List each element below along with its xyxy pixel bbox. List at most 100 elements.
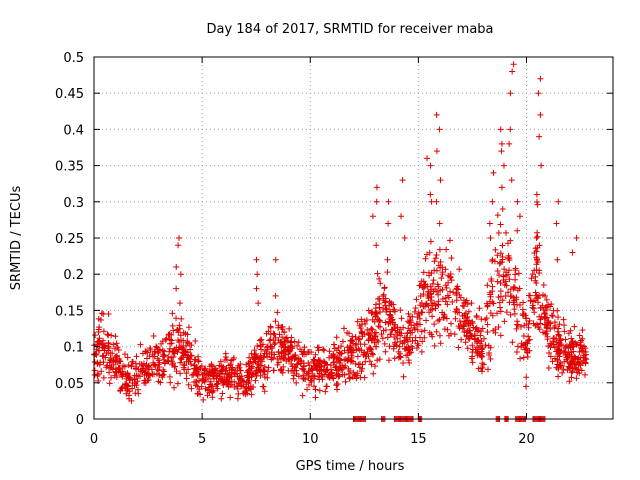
data-point <box>366 358 373 365</box>
data-point <box>209 394 216 401</box>
data-point <box>381 340 388 347</box>
data-point <box>433 328 440 335</box>
data-point <box>196 377 203 384</box>
data-point <box>458 336 465 343</box>
data-point <box>110 361 117 368</box>
data-point <box>158 340 165 347</box>
data-point <box>372 313 379 320</box>
data-point <box>347 358 354 365</box>
data-point <box>420 269 427 276</box>
data-point <box>93 351 100 358</box>
data-point <box>106 380 113 387</box>
data-point <box>178 315 185 322</box>
data-point <box>254 271 261 278</box>
data-point <box>576 332 583 339</box>
data-point <box>342 356 349 363</box>
y-tick-label: 0.1 <box>63 341 84 356</box>
data-point <box>404 338 411 345</box>
data-point <box>281 354 288 361</box>
data-point <box>295 339 302 346</box>
data-point <box>96 347 103 354</box>
data-point <box>461 328 468 335</box>
data-point <box>240 390 247 397</box>
data-point <box>359 361 366 368</box>
data-point <box>129 358 136 365</box>
data-point <box>471 332 478 339</box>
data-point <box>377 308 384 315</box>
data-point <box>582 359 589 366</box>
data-point <box>355 336 362 343</box>
data-point <box>334 380 341 387</box>
data-point <box>160 351 167 358</box>
data-point <box>570 341 577 348</box>
data-point <box>555 339 562 346</box>
data-point <box>419 284 426 291</box>
data-point <box>465 308 472 315</box>
data-point <box>123 382 130 389</box>
data-point <box>418 299 425 306</box>
data-point <box>523 383 530 390</box>
data-point <box>182 342 189 349</box>
data-point <box>171 384 178 391</box>
data-point <box>505 289 512 296</box>
data-point <box>542 304 549 311</box>
data-point <box>427 283 434 290</box>
data-point <box>316 387 323 394</box>
data-point <box>354 318 361 325</box>
data-point <box>385 357 392 364</box>
data-point <box>555 331 562 338</box>
data-point <box>569 249 576 256</box>
data-point <box>244 374 251 381</box>
data-point <box>333 382 340 389</box>
data-point <box>274 309 281 316</box>
data-point <box>501 318 508 325</box>
data-point <box>217 376 224 383</box>
data-point <box>417 293 424 300</box>
data-point <box>537 111 544 118</box>
data-point <box>454 309 461 316</box>
data-point <box>548 301 555 308</box>
data-point <box>453 297 460 304</box>
data-point <box>98 310 105 317</box>
data-point <box>252 354 259 361</box>
data-point <box>378 331 385 338</box>
data-point <box>99 340 106 347</box>
data-point <box>462 315 469 322</box>
data-point <box>291 338 298 345</box>
data-point <box>373 242 380 249</box>
data-point <box>447 271 454 278</box>
data-point <box>183 375 190 382</box>
data-point <box>294 342 301 349</box>
data-point <box>480 361 487 368</box>
data-point <box>220 363 227 370</box>
data-point <box>133 353 140 360</box>
data-point <box>397 326 404 333</box>
data-point <box>243 381 250 388</box>
data-point <box>113 340 120 347</box>
data-point <box>573 375 580 382</box>
data-point <box>499 206 506 213</box>
data-point <box>124 354 131 361</box>
data-point <box>364 348 371 355</box>
data-point <box>475 346 482 353</box>
data-point <box>528 275 535 282</box>
data-point <box>562 336 569 343</box>
data-point <box>515 270 522 277</box>
data-point <box>448 320 455 327</box>
data-point <box>497 280 504 287</box>
data-point <box>561 358 568 365</box>
data-point <box>284 337 291 344</box>
data-point <box>373 184 380 191</box>
data-point <box>400 373 407 380</box>
data-point <box>377 280 384 287</box>
data-point <box>367 346 374 353</box>
data-point <box>372 329 379 336</box>
data-point <box>565 330 572 337</box>
data-point <box>556 321 563 328</box>
data-point <box>385 220 392 227</box>
data-point <box>261 347 268 354</box>
data-point <box>497 126 504 133</box>
y-tick-label: 0.3 <box>63 196 84 211</box>
data-point <box>582 371 589 378</box>
data-point <box>468 300 475 307</box>
